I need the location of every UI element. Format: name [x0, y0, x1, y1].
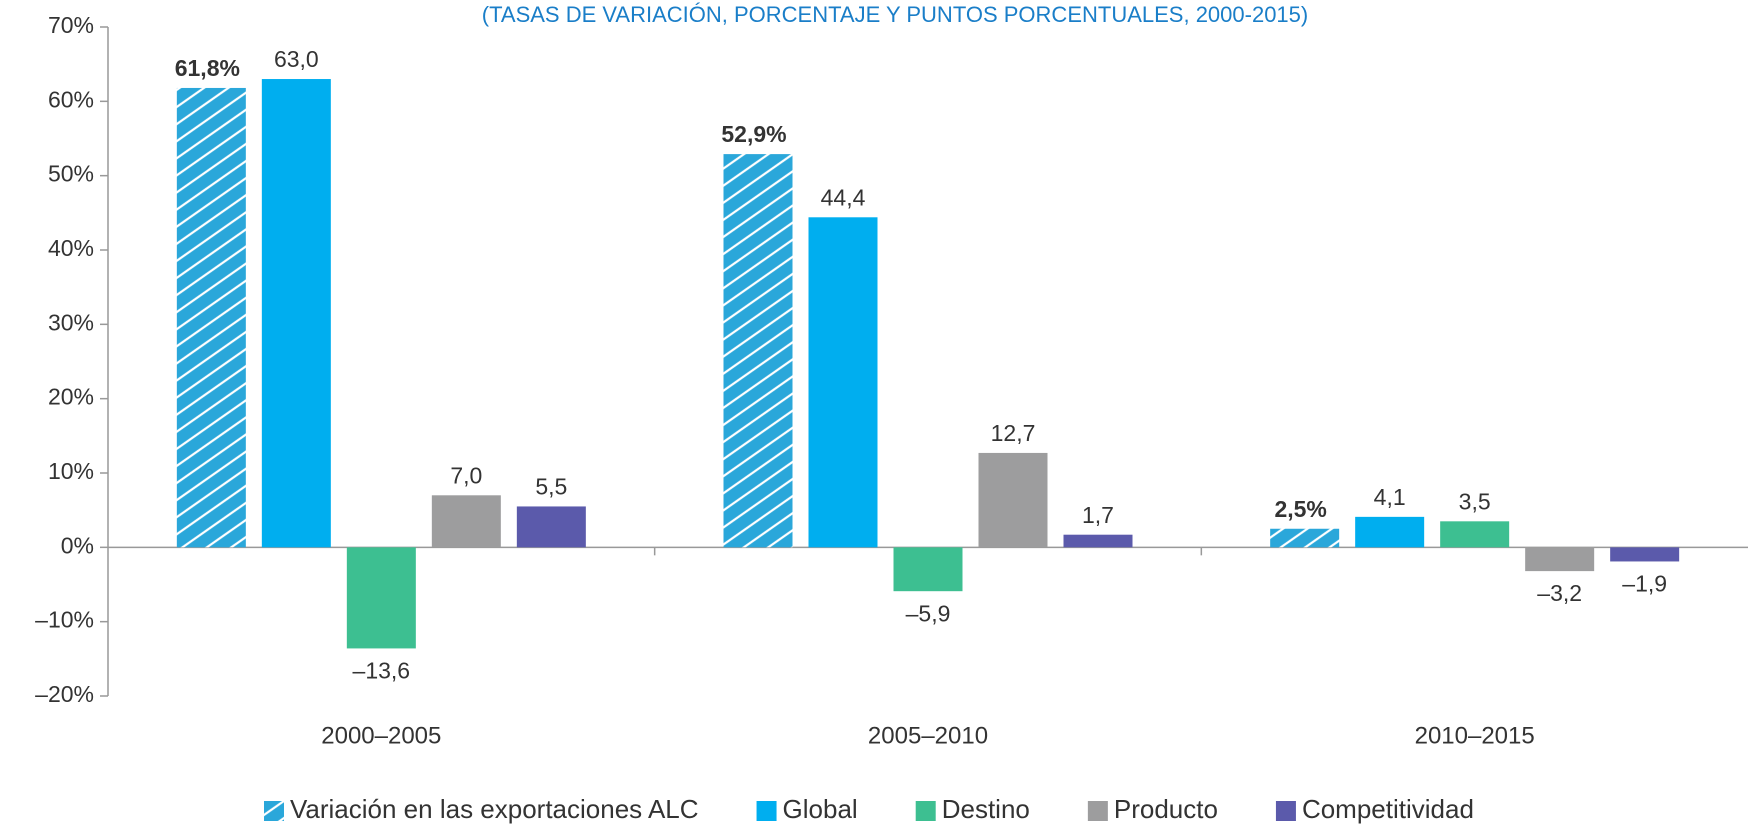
- bar: [431, 495, 501, 548]
- bar: [1525, 547, 1595, 572]
- legend-swatch: [756, 801, 777, 821]
- legend-label: Producto: [1114, 794, 1218, 824]
- chart-subtitle: (TASAS DE VARIACIÓN, PORCENTAJE Y PUNTOS…: [482, 2, 1308, 27]
- value-label: 2,5%: [1274, 496, 1326, 522]
- bar: [1440, 521, 1510, 548]
- bar: [516, 506, 586, 548]
- y-tick-label: 60%: [48, 86, 94, 112]
- value-label: –13,6: [353, 658, 411, 684]
- y-tick-label: –10%: [35, 607, 94, 633]
- y-tick-label: 40%: [48, 235, 94, 261]
- value-label: –5,9: [906, 600, 951, 626]
- value-label: –3,2: [1537, 580, 1582, 606]
- x-tick-label: 2005–2010: [868, 722, 988, 749]
- value-label: 4,1: [1374, 484, 1406, 510]
- bar: [261, 79, 331, 548]
- legend-label: Variación en las exportaciones ALC: [290, 794, 699, 824]
- bar: [1610, 547, 1680, 562]
- value-label: 12,7: [991, 420, 1036, 446]
- y-tick-label: 50%: [48, 161, 94, 187]
- bar: [1063, 534, 1133, 548]
- legend-swatch: [1275, 801, 1296, 821]
- y-tick-label: –20%: [35, 681, 94, 707]
- value-label: 44,4: [821, 184, 866, 210]
- y-tick-label: 20%: [48, 384, 94, 410]
- bar: [1270, 528, 1340, 548]
- legend-label: Destino: [942, 794, 1030, 824]
- legend-swatch: [915, 801, 936, 821]
- value-label: 3,5: [1459, 488, 1491, 514]
- x-tick-label: 2010–2015: [1415, 722, 1535, 749]
- value-label: 7,0: [450, 462, 482, 488]
- y-tick-label: 70%: [48, 12, 94, 38]
- bar: [808, 217, 878, 548]
- y-tick-label: 0%: [61, 532, 94, 558]
- value-label: 61,8%: [175, 55, 240, 81]
- y-tick-label: 30%: [48, 309, 94, 335]
- bar: [723, 154, 793, 548]
- legend-label: Competitividad: [1302, 794, 1474, 824]
- value-label: 63,0: [274, 46, 319, 72]
- value-label: 5,5: [535, 474, 567, 500]
- bar: [893, 547, 963, 592]
- bar: [1355, 516, 1425, 548]
- value-label: –1,9: [1622, 571, 1667, 597]
- legend-swatch: [264, 801, 284, 821]
- legend-label: Global: [783, 794, 858, 824]
- x-tick-label: 2000–2005: [321, 722, 441, 749]
- value-label: 1,7: [1082, 502, 1114, 528]
- legend-swatch: [1087, 801, 1108, 821]
- y-tick-label: 10%: [48, 458, 94, 484]
- bar: [346, 547, 416, 649]
- bar: [978, 452, 1048, 548]
- bar: [176, 87, 246, 548]
- value-label: 52,9%: [721, 121, 786, 147]
